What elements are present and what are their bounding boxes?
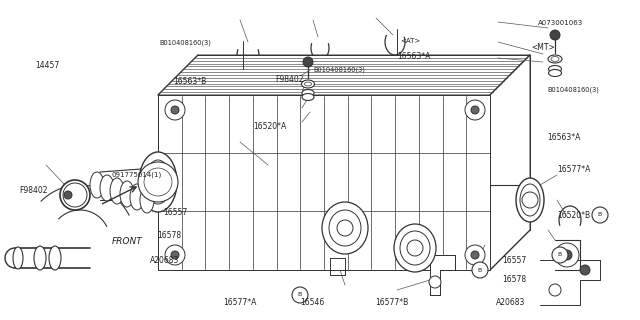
Ellipse shape bbox=[60, 180, 90, 210]
Ellipse shape bbox=[13, 247, 23, 269]
Text: B010408160(3): B010408160(3) bbox=[159, 40, 212, 46]
Text: 16577*B: 16577*B bbox=[376, 298, 409, 307]
Ellipse shape bbox=[516, 178, 544, 222]
Circle shape bbox=[555, 243, 579, 267]
Text: 16578: 16578 bbox=[157, 231, 181, 240]
Text: F98402: F98402 bbox=[275, 75, 304, 84]
Text: B: B bbox=[598, 212, 602, 218]
Circle shape bbox=[522, 192, 538, 208]
Ellipse shape bbox=[34, 246, 46, 270]
Ellipse shape bbox=[520, 184, 540, 216]
Ellipse shape bbox=[302, 93, 314, 100]
Circle shape bbox=[580, 265, 590, 275]
Ellipse shape bbox=[551, 57, 559, 61]
Text: A073001063: A073001063 bbox=[538, 20, 583, 26]
Ellipse shape bbox=[548, 55, 562, 63]
Circle shape bbox=[471, 251, 479, 259]
Circle shape bbox=[562, 250, 572, 260]
Circle shape bbox=[149, 173, 167, 191]
Circle shape bbox=[292, 287, 308, 303]
Circle shape bbox=[154, 178, 162, 186]
Text: 16557: 16557 bbox=[163, 208, 188, 217]
Text: 16546: 16546 bbox=[300, 298, 324, 307]
Polygon shape bbox=[158, 55, 530, 95]
Text: 091775014(1): 091775014(1) bbox=[112, 171, 163, 178]
Text: B010408160(3): B010408160(3) bbox=[313, 67, 365, 73]
Circle shape bbox=[465, 100, 485, 120]
Text: 16577*A: 16577*A bbox=[557, 165, 590, 174]
Text: A20683: A20683 bbox=[496, 298, 525, 307]
Text: 16557: 16557 bbox=[502, 256, 527, 265]
Circle shape bbox=[429, 276, 441, 288]
Ellipse shape bbox=[302, 90, 314, 97]
Circle shape bbox=[472, 262, 488, 278]
Polygon shape bbox=[490, 55, 530, 270]
Text: B: B bbox=[298, 292, 302, 298]
Text: A20683: A20683 bbox=[150, 256, 180, 265]
Ellipse shape bbox=[548, 66, 561, 73]
Circle shape bbox=[144, 168, 172, 196]
Text: 16578: 16578 bbox=[502, 276, 527, 284]
Ellipse shape bbox=[145, 160, 171, 204]
Ellipse shape bbox=[140, 187, 154, 213]
Text: 16520*B: 16520*B bbox=[557, 212, 590, 220]
Polygon shape bbox=[430, 255, 455, 295]
Text: B010408160(3): B010408160(3) bbox=[547, 86, 599, 93]
Circle shape bbox=[171, 106, 179, 114]
Ellipse shape bbox=[63, 183, 87, 207]
Text: 16577*A: 16577*A bbox=[223, 298, 257, 307]
Circle shape bbox=[171, 251, 179, 259]
Text: B: B bbox=[558, 252, 562, 258]
Ellipse shape bbox=[329, 210, 361, 246]
Ellipse shape bbox=[139, 152, 177, 212]
Ellipse shape bbox=[49, 246, 61, 270]
Text: F98402: F98402 bbox=[19, 186, 48, 195]
Ellipse shape bbox=[301, 80, 314, 88]
Ellipse shape bbox=[90, 172, 104, 198]
Circle shape bbox=[337, 220, 353, 236]
Ellipse shape bbox=[130, 184, 144, 210]
Polygon shape bbox=[158, 95, 490, 270]
Circle shape bbox=[592, 207, 608, 223]
Ellipse shape bbox=[100, 175, 114, 201]
Ellipse shape bbox=[305, 82, 312, 86]
Text: <MT>: <MT> bbox=[531, 43, 555, 52]
Text: <AT>: <AT> bbox=[400, 38, 420, 44]
Circle shape bbox=[303, 57, 313, 67]
Circle shape bbox=[552, 247, 568, 263]
Ellipse shape bbox=[322, 202, 368, 254]
Circle shape bbox=[550, 30, 560, 40]
Circle shape bbox=[165, 100, 185, 120]
Ellipse shape bbox=[400, 231, 430, 265]
Text: 16563*A: 16563*A bbox=[397, 52, 430, 61]
Circle shape bbox=[165, 245, 185, 265]
Circle shape bbox=[64, 191, 72, 199]
Ellipse shape bbox=[548, 69, 561, 76]
Ellipse shape bbox=[120, 181, 134, 207]
Circle shape bbox=[471, 106, 479, 114]
Ellipse shape bbox=[394, 224, 436, 272]
Text: 16520*A: 16520*A bbox=[253, 122, 286, 131]
Circle shape bbox=[138, 162, 178, 202]
Circle shape bbox=[465, 245, 485, 265]
Text: B: B bbox=[478, 268, 482, 273]
Text: 16563*B: 16563*B bbox=[173, 77, 206, 86]
Circle shape bbox=[407, 240, 423, 256]
Text: 14457: 14457 bbox=[35, 61, 60, 70]
Circle shape bbox=[549, 284, 561, 296]
Text: FRONT: FRONT bbox=[112, 237, 143, 246]
Text: 16563*A: 16563*A bbox=[547, 133, 580, 142]
Ellipse shape bbox=[110, 178, 124, 204]
